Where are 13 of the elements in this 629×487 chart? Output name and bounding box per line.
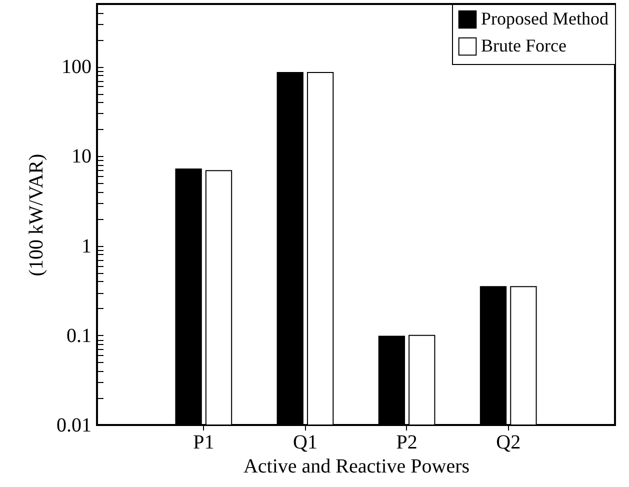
x-tick-label: P1 <box>193 432 214 454</box>
legend-label: Brute Force <box>481 36 566 56</box>
legend-label: Proposed Method <box>481 8 608 28</box>
y-tick-label: 100 <box>62 56 92 78</box>
x-axis-title: Active and Reactive Powers <box>243 456 470 478</box>
y-tick-label: 1 <box>82 235 92 258</box>
y-tick-label: 0.01 <box>56 414 92 436</box>
x-tick-label: Q1 <box>292 432 318 454</box>
y-tick-label: 10 <box>72 146 92 168</box>
y-tick-label: 0.1 <box>66 324 92 347</box>
x-tick-label: Q2 <box>496 432 521 454</box>
x-tick-label: P2 <box>396 432 418 454</box>
y-axis-title: (100 kW/VAR) <box>26 154 48 276</box>
